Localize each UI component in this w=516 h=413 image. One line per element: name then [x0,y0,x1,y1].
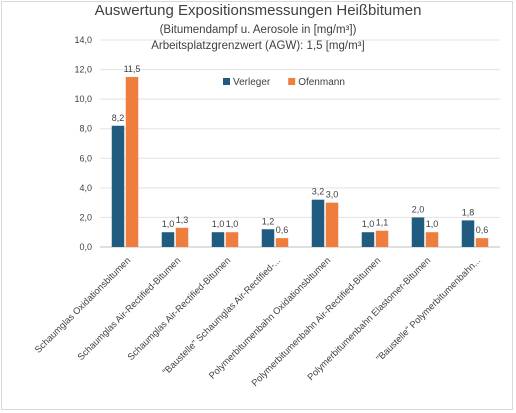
bar-verleger [261,229,275,247]
y-tick-label: 14,0 [74,35,92,45]
bar-ofenmann [475,238,489,247]
bar-verleger [161,232,175,247]
data-label: 3,2 [312,187,325,197]
data-label: 3,0 [326,190,339,200]
data-label: 0,6 [476,225,489,235]
bar-ofenmann [425,232,439,247]
data-label: 1,0 [226,219,239,229]
y-tick-label: 8,0 [79,124,92,134]
legend: Verleger Ofenmann [223,77,345,88]
x-category-label: Schaumglas Air-Rectified-Bitumen [126,255,233,362]
gridlines [100,39,500,248]
data-label: 1,3 [176,215,189,225]
y-tick-label: 6,0 [79,153,92,163]
data-label: 1,0 [162,219,175,229]
chart-subtitle-line-1: (Bitumendampf u. Aerosole in [mg/m³]) [160,24,357,36]
bar-ofenmann [375,230,389,247]
x-category-label: Schaumglas Air-Rectified-Bitumen [76,255,183,362]
y-tick-label: 0,0 [79,242,92,252]
bar-ofenmann [325,202,339,247]
bar-verleger [461,220,475,247]
bar-ofenmann [275,238,289,247]
data-label: 1,0 [362,219,375,229]
data-label: 1,2 [262,216,275,226]
x-category-label: "Baustelle" Polymerbitumenbahn... [374,255,482,363]
y-tick-label: 10,0 [74,94,92,104]
bar-verleger [111,125,125,247]
data-label: 8,2 [112,113,125,123]
data-label: 2,0 [412,204,425,214]
legend-label-verleger: Verleger [233,77,271,88]
bar-verleger [361,232,375,247]
y-tick-label: 4,0 [79,183,92,193]
chart-subtitle-line-2: Arbeitsplatzgrenzwert (AGW): 1,5 [mg/m³] [151,40,364,52]
y-axis-ticks: 0,0 2,0 4,0 6,0 8,0 10,0 12,0 14,0 [74,35,92,252]
data-label: 1,8 [462,207,475,217]
data-label: 1,1 [376,218,389,228]
bar-verleger [311,199,325,247]
y-tick-label: 2,0 [79,212,92,222]
chart-title: Auswertung Expositionsmessungen Heißbitu… [95,2,422,19]
data-label: 1,0 [426,219,439,229]
data-label: 0,6 [276,225,289,235]
bar-ofenmann [125,76,139,247]
bars [111,76,489,247]
bar-verleger [411,217,425,247]
data-label: 1,0 [212,219,225,229]
data-labels: 8,211,51,0 1,3 1,0 1,0 1,20,63,2 3,01,0 1,12,0… [112,64,489,235]
bar-verleger [211,232,225,247]
bar-ofenmann [225,232,239,247]
legend-swatch-verleger [223,78,230,85]
x-category-label: Schaumglas Oxidationsbitumen [33,255,133,355]
bar-ofenmann [175,227,189,247]
legend-swatch-ofenmann [288,78,296,85]
y-tick-label: 12,0 [74,65,92,75]
data-label: 11,5 [124,64,141,74]
legend-label-ofenmann: Ofenmann [298,77,345,88]
